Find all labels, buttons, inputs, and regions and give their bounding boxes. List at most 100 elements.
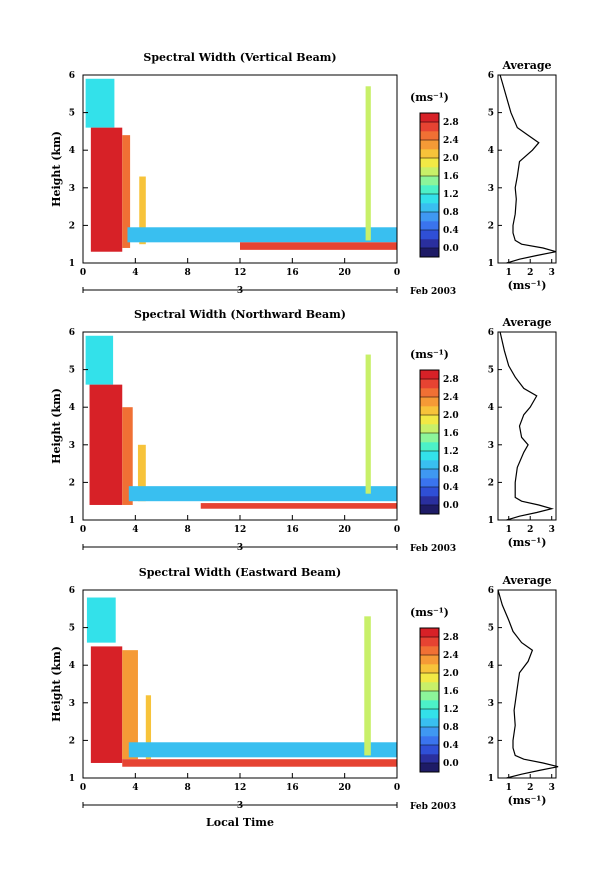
average-y-tick-label: 4: [488, 146, 494, 156]
heatmap-cell: [127, 227, 397, 243]
colorbar-segment: [420, 167, 439, 177]
average-y-tick-label: 6: [488, 328, 494, 338]
y-tick-label: 5: [69, 109, 75, 119]
x-tick-label: 20: [338, 783, 351, 793]
colorbar-tick-label: 2.4: [443, 651, 459, 661]
colorbar-segment: [420, 424, 439, 434]
average-title: Average: [501, 316, 551, 329]
colorbar-segment: [420, 763, 439, 773]
average-y-tick-label: 5: [488, 366, 494, 376]
heatmap-cell: [128, 742, 397, 758]
colorbar-segment: [420, 397, 439, 407]
y-tick-label: 1: [69, 516, 75, 526]
x-tick-label: 4: [132, 525, 138, 535]
colorbar-tick-label: 2.4: [443, 393, 459, 403]
y-tick-label: 2: [69, 736, 75, 746]
y-tick-label: 1: [69, 259, 75, 269]
average-y-tick-label: 1: [488, 516, 494, 526]
average-title: Average: [501, 574, 551, 587]
colorbar-tick-label: 0.8: [443, 723, 459, 733]
colorbar-tick-label: 2.0: [443, 154, 459, 164]
colorbar-segment: [420, 176, 439, 186]
colorbar-frame: [419, 112, 440, 258]
x-tick-label: 0: [394, 783, 400, 793]
colorbar-tick-label: 0.4: [443, 483, 459, 493]
colorbar-segment: [420, 370, 439, 380]
y-axis-label: Height (km): [50, 131, 63, 207]
colorbar-segment: [420, 691, 439, 701]
colorbar-segment: [420, 406, 439, 416]
colorbar-segment: [420, 388, 439, 398]
heatmap-cell: [89, 384, 123, 505]
average-x-tick-label: 2: [527, 783, 533, 793]
colorbar-tick-label: 1.2: [443, 190, 459, 200]
colorbar-tick-label: 2.8: [443, 375, 459, 385]
colorbar-segment: [420, 113, 439, 123]
x-tick-label: 0: [80, 268, 86, 278]
colorbar-tick-label: 0.0: [443, 759, 459, 769]
average-y-tick-label: 5: [488, 109, 494, 119]
colorbar-frame: [419, 369, 440, 515]
colorbar-segment: [420, 460, 439, 470]
x-tick-label: 4: [132, 783, 138, 793]
average-y-tick-label: 5: [488, 624, 494, 634]
y-tick-label: 4: [69, 403, 75, 413]
x-tick-label: 8: [185, 268, 191, 278]
colorbar-segment: [420, 203, 439, 213]
y-tick-label: 6: [69, 71, 75, 81]
colorbar-segment: [420, 682, 439, 692]
average-y-tick-label: 6: [488, 586, 494, 596]
heatmap-cell: [122, 135, 131, 248]
heatmap-cell: [90, 646, 123, 763]
x-tick-label: 16: [286, 783, 299, 793]
heatmap-cell: [122, 759, 397, 767]
x-tick-label: 20: [338, 268, 351, 278]
heatmap-cell: [139, 176, 146, 245]
average-frame: [497, 589, 557, 779]
x-tick-label: 0: [394, 525, 400, 535]
y-axis-label: Height (km): [50, 646, 63, 722]
y-tick-label: 3: [69, 699, 75, 709]
heatmap-cell: [85, 78, 115, 128]
heatmap-cell: [240, 242, 397, 250]
heatmap-cell: [85, 335, 114, 385]
y-tick-label: 5: [69, 624, 75, 634]
colorbar-segment: [420, 221, 439, 231]
average-x-tick-label: 1: [506, 268, 512, 278]
colorbar-segment: [420, 185, 439, 195]
average-frame: [497, 331, 557, 521]
average-x-label: (ms⁻¹): [508, 536, 547, 549]
colorbar-segment: [420, 469, 439, 479]
colorbar-segment: [420, 673, 439, 683]
colorbar-tick-label: 1.6: [443, 429, 459, 439]
x-tick-label: 16: [286, 525, 299, 535]
colorbar-segment: [420, 212, 439, 222]
y-tick-label: 1: [69, 774, 75, 784]
colorbar-tick-label: 0.8: [443, 208, 459, 218]
x-axis-label: Local Time: [206, 816, 274, 829]
colorbar-tick-label: 2.8: [443, 633, 459, 643]
colorbar-unit: (ms⁻¹): [410, 348, 449, 361]
colorbar-segment: [420, 655, 439, 665]
heatmap-cell: [200, 503, 397, 509]
heatmap-cell: [122, 407, 133, 505]
heatmap-cell: [145, 695, 152, 760]
colorbar-segment: [420, 736, 439, 746]
colorbar-segment: [420, 700, 439, 710]
date-label: 3: [237, 286, 243, 296]
colorbar-segment: [420, 637, 439, 647]
average-y-tick-label: 4: [488, 661, 494, 671]
colorbar-segment: [420, 442, 439, 452]
x-tick-label: 0: [394, 268, 400, 278]
colorbar-segment: [420, 149, 439, 159]
colorbar-tick-label: 1.2: [443, 447, 459, 457]
y-tick-label: 6: [69, 328, 75, 338]
colorbar-segment: [420, 451, 439, 461]
colorbar-segment: [420, 194, 439, 204]
average-y-tick-label: 1: [488, 259, 494, 269]
x-tick-label: 8: [185, 783, 191, 793]
heatmap-cell: [365, 86, 371, 241]
x-tick-label: 0: [80, 783, 86, 793]
average-title: Average: [501, 59, 551, 72]
colorbar-segment: [420, 239, 439, 249]
